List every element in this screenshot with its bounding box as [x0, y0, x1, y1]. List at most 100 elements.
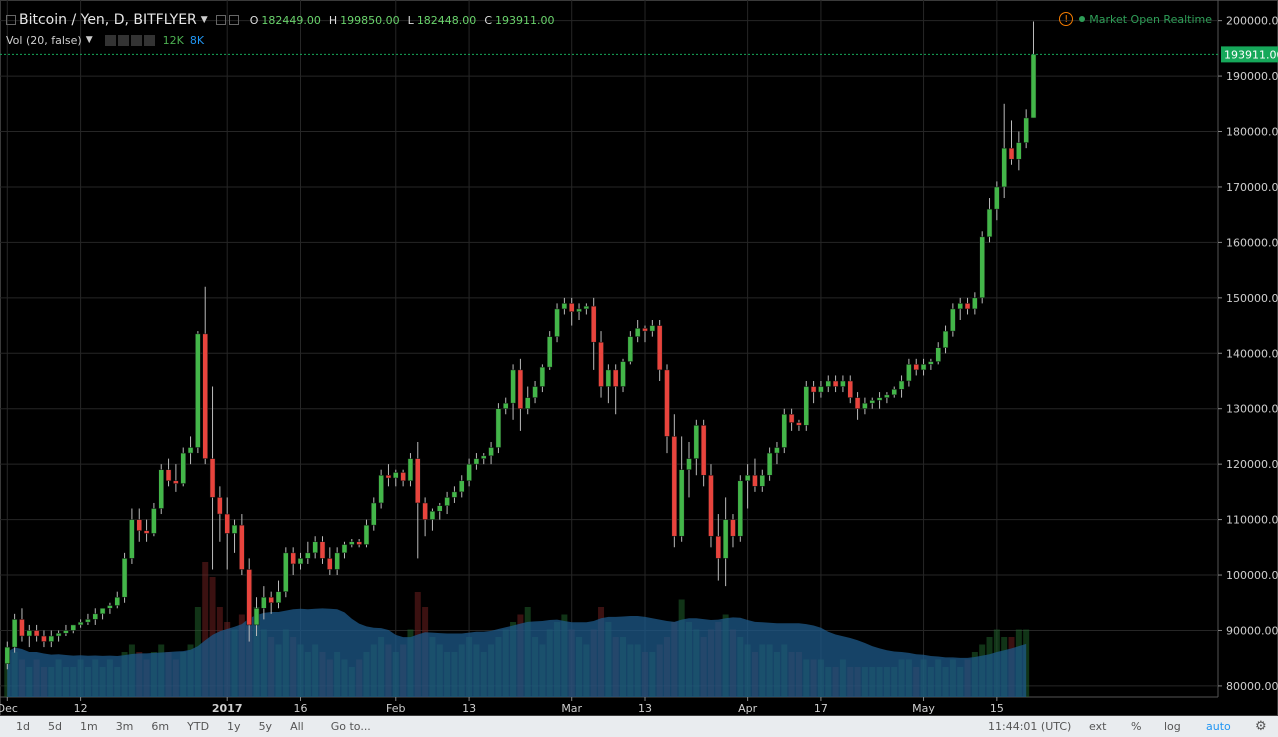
candle-body[interactable] [268, 596, 274, 604]
chevron-down-icon[interactable]: ▼ [200, 15, 208, 25]
candle-body[interactable] [422, 502, 428, 520]
candle-body[interactable] [429, 511, 436, 520]
candle-body[interactable] [92, 613, 99, 620]
candle-body[interactable] [55, 632, 62, 637]
candle-body[interactable] [11, 619, 18, 648]
candle-body[interactable] [693, 425, 700, 459]
candle-body[interactable] [862, 402, 868, 409]
range-6m-button[interactable]: 6m [151, 720, 170, 733]
candle-body[interactable] [796, 422, 802, 426]
candle-body[interactable] [832, 380, 839, 387]
settings-icon[interactable] [117, 34, 129, 46]
candle-body[interactable] [752, 474, 758, 487]
candle-body[interactable] [766, 452, 773, 476]
ext-button[interactable]: ext [1089, 720, 1107, 733]
candle-body[interactable] [979, 236, 985, 299]
candle-body[interactable] [656, 325, 663, 371]
candle-body[interactable] [935, 347, 941, 362]
candle-body[interactable] [715, 535, 722, 559]
candle-body[interactable] [590, 305, 597, 343]
candle-body[interactable] [847, 380, 853, 398]
candle-body[interactable] [568, 303, 575, 312]
candle-body[interactable] [224, 513, 230, 534]
candle-body[interactable] [400, 472, 406, 482]
candle-body[interactable] [481, 455, 487, 459]
candle-body[interactable] [1001, 147, 1007, 188]
add-icon[interactable] [130, 34, 142, 46]
candle-body[interactable] [275, 591, 282, 604]
candle-body[interactable] [876, 397, 883, 401]
candle-body[interactable] [70, 624, 77, 631]
candle-body[interactable] [634, 328, 641, 337]
candle-body[interactable] [371, 502, 377, 526]
eye-icon[interactable] [104, 34, 116, 46]
candle-body[interactable] [180, 452, 186, 484]
range-1y-button[interactable]: 1y [227, 720, 241, 733]
range-5y-button[interactable]: 5y [258, 720, 273, 733]
candle-body[interactable] [121, 558, 128, 598]
candle-body[interactable] [605, 369, 612, 387]
candle-body[interactable] [788, 414, 795, 423]
candle-body[interactable] [524, 397, 531, 409]
candle-body[interactable] [466, 463, 472, 482]
candle-body[interactable] [495, 408, 502, 448]
candle-body[interactable] [363, 524, 370, 545]
candle-body[interactable] [649, 325, 656, 332]
candle-body[interactable] [334, 552, 340, 570]
symbol-title[interactable]: Bitcoin / Yen, D, BITFLYER [19, 12, 197, 28]
candle-body[interactable] [327, 558, 333, 570]
candle-body[interactable] [598, 341, 604, 387]
eye-icon[interactable] [215, 15, 226, 25]
settings-icon[interactable] [228, 15, 239, 25]
candle-body[interactable] [957, 303, 963, 310]
candle-body[interactable] [77, 621, 84, 626]
candle-body[interactable] [26, 630, 33, 637]
candle-body[interactable] [642, 328, 648, 332]
candle-body[interactable] [744, 474, 751, 482]
candle-body[interactable] [803, 386, 810, 426]
candle-body[interactable] [33, 630, 40, 637]
candle-body[interactable] [1016, 142, 1022, 160]
candle-body[interactable] [488, 447, 494, 457]
candle-body[interactable] [385, 474, 392, 479]
candle-body[interactable] [678, 469, 685, 537]
candle-body[interactable] [913, 364, 919, 371]
range-1m-button[interactable]: 1m [79, 720, 98, 733]
candle-body[interactable] [305, 552, 311, 559]
candle-body[interactable] [686, 458, 692, 470]
candle-body[interactable] [825, 380, 832, 387]
candle-body[interactable] [378, 474, 384, 504]
candle-body[interactable] [99, 608, 106, 615]
candle-body[interactable] [217, 497, 223, 515]
candle-body[interactable] [312, 541, 318, 554]
candle-body[interactable] [473, 458, 480, 465]
candle-body[interactable] [700, 425, 707, 476]
candle-body[interactable] [737, 480, 744, 537]
candle-body[interactable] [4, 646, 11, 664]
candle-body[interactable] [129, 519, 135, 559]
candle-body[interactable] [290, 552, 296, 565]
candle-body[interactable] [239, 524, 245, 570]
candle-body[interactable] [209, 458, 216, 498]
chevron-down-icon[interactable]: ▼ [85, 35, 93, 45]
candle-body[interactable] [774, 447, 780, 454]
auto-button[interactable]: auto [1206, 720, 1231, 733]
range-3m-button[interactable]: 3m [115, 720, 134, 733]
candle-body[interactable] [114, 596, 120, 606]
candle-body[interactable] [972, 297, 978, 310]
candle-body[interactable] [195, 333, 201, 448]
candle-body[interactable] [151, 508, 157, 534]
candle-body[interactable] [664, 369, 670, 437]
candle-body[interactable] [261, 596, 267, 609]
close-icon[interactable] [143, 34, 155, 46]
candle-body[interactable] [612, 369, 619, 387]
range-ytd-button[interactable]: YTD [187, 720, 210, 733]
candle-body[interactable] [437, 505, 443, 512]
candle-body[interactable] [48, 635, 55, 642]
candle-body[interactable] [986, 208, 993, 238]
candle-body[interactable] [1008, 147, 1015, 160]
candle-body[interactable] [283, 552, 289, 592]
candle-body[interactable] [510, 369, 516, 404]
candle-body[interactable] [165, 469, 172, 482]
